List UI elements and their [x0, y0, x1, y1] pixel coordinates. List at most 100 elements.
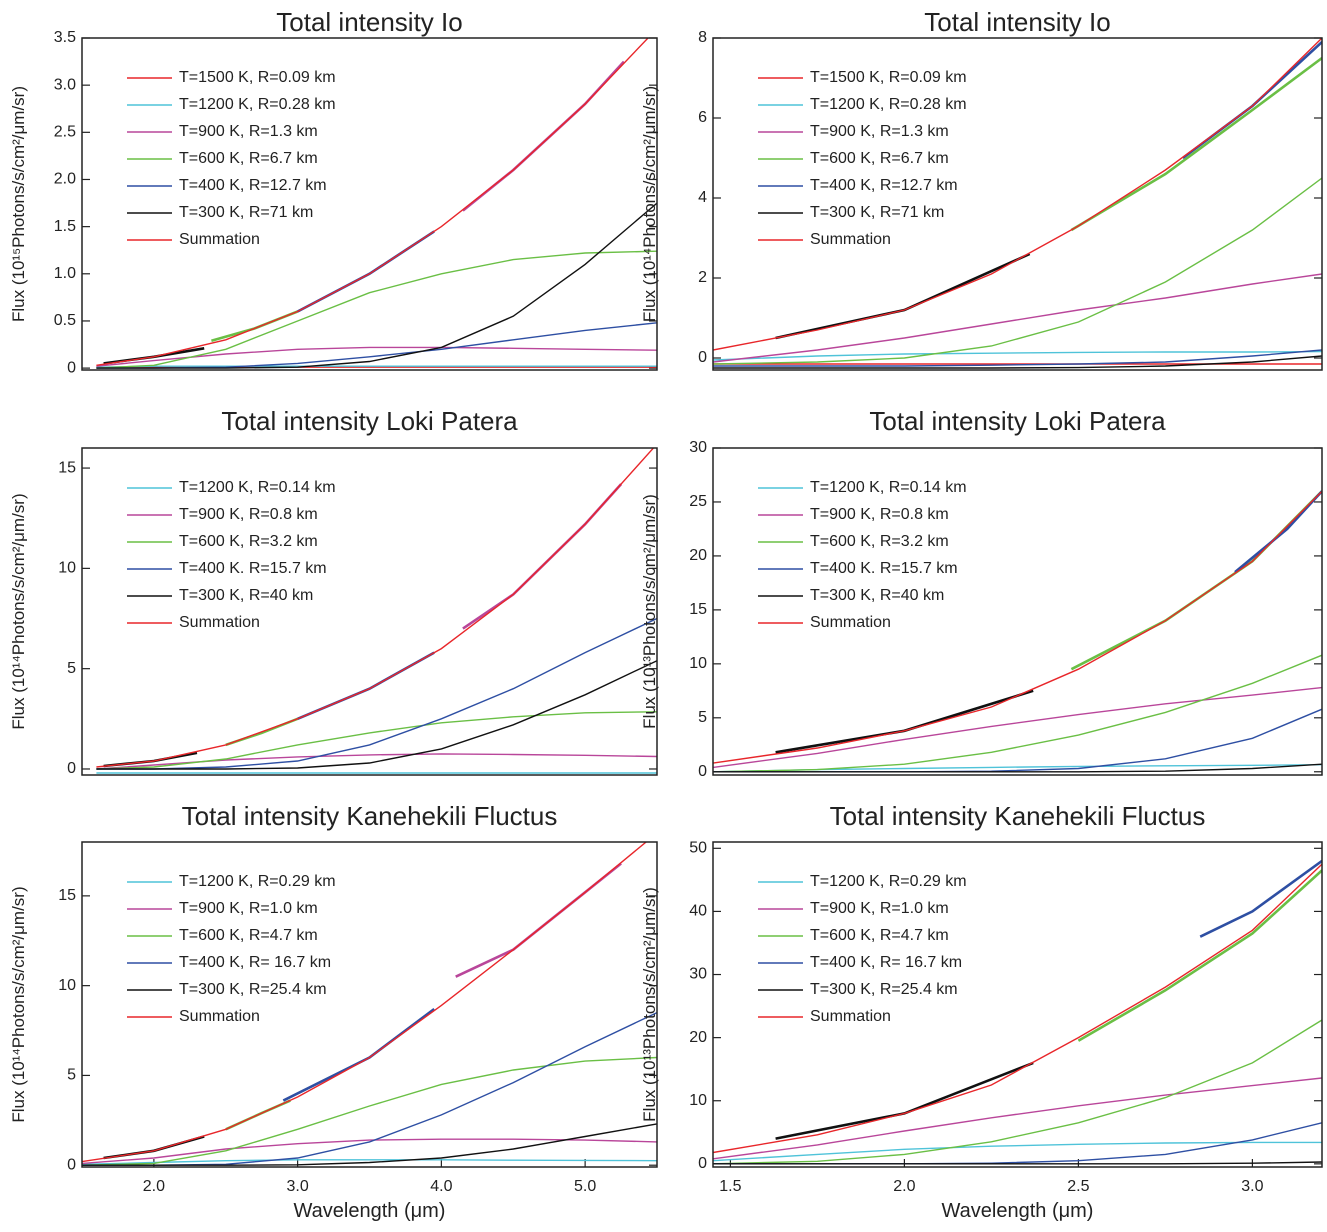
legend-label: T=900 K, R=1.3 km [810, 123, 949, 140]
x-axis-label: Wavelength (μm) [942, 1200, 1094, 1222]
y-tick-label: 15 [689, 601, 707, 618]
observed-spectrum [1199, 859, 1322, 938]
panel-title: Total intensity Io [924, 7, 1110, 37]
y-tick-label: 25 [689, 493, 707, 510]
y-tick-label: 3.0 [54, 76, 76, 93]
model-curve [713, 177, 1322, 365]
observed-spectrum [282, 1007, 435, 1102]
model-curve [713, 1161, 1322, 1165]
observed-spectrum [462, 60, 625, 212]
y-tick-label: 10 [58, 560, 76, 577]
panel: Total intensity Kanehekili Fluctus Flux (… [640, 801, 1323, 1222]
panel: Total intensity Kanehekili Fluctus Flux (… [9, 801, 658, 1222]
y-tick-label: 6 [698, 109, 707, 126]
y-tick-label: 0.5 [54, 312, 76, 329]
legend-label: T=600 K, R=4.7 km [179, 927, 318, 944]
legend-label: T=400 K, R= 16.7 km [179, 954, 331, 971]
model-curve [96, 617, 657, 770]
observed-spectrum [775, 1061, 1034, 1140]
observed-spectrum [775, 689, 1034, 754]
model-curve [96, 322, 657, 369]
legend-label: T=400 K, R=12.7 km [810, 177, 958, 194]
panel: Total intensity Io Flux (10¹⁴Photons/s/cm… [640, 7, 1323, 371]
y-tick-label: 15 [58, 459, 76, 476]
legend-label: T=300 K, R=40 km [179, 587, 313, 604]
y-tick-label: 10 [58, 977, 76, 994]
model-curve [713, 763, 1322, 773]
y-tick-label: 1.0 [54, 265, 76, 282]
legend-label: T=600 K, R=6.7 km [810, 150, 949, 167]
model-curve [713, 863, 1322, 1154]
model-curve [713, 764, 1322, 773]
observed-spectrum [297, 651, 435, 720]
panel-title: Total intensity Loki Patera [221, 406, 518, 436]
x-tick-label: 2.0 [143, 1178, 165, 1195]
model-curve [713, 355, 1322, 369]
plot-frame [81, 447, 658, 776]
model-curve [96, 660, 657, 770]
x-tick-label: 2.0 [893, 1178, 915, 1195]
model-curve [96, 346, 657, 367]
y-tick-label: 15 [58, 887, 76, 904]
plot-frame [81, 841, 658, 1168]
observed-spectrum [462, 483, 623, 630]
plot-lines [713, 859, 1322, 1165]
legend-label: T=600 K, R=4.7 km [810, 927, 949, 944]
legend-label: T=400 K, R= 16.7 km [810, 954, 962, 971]
plot-lines [713, 490, 1322, 773]
plot-lines [82, 842, 657, 1166]
y-tick-label: 40 [689, 903, 707, 920]
model-curve [713, 350, 1322, 361]
panel: Total intensity Io Flux (10¹⁵Photons/s/cm… [9, 7, 658, 376]
model-curve [713, 349, 1322, 367]
legend-label: T=1200 K, R=0.29 km [179, 873, 336, 890]
y-tick-label: 8 [698, 29, 707, 46]
y-tick-label: 0 [698, 1155, 707, 1172]
legend-label: T=900 K, R=0.8 km [179, 506, 318, 523]
x-tick-label: 3.0 [1241, 1178, 1263, 1195]
legend-label: Summation [179, 614, 260, 631]
plot-frame [712, 447, 1323, 776]
y-tick-label: 5 [67, 1067, 76, 1084]
legend-label: Summation [810, 231, 891, 248]
legend-label: T=900 K, R=1.0 km [810, 900, 949, 917]
model-curve [713, 1122, 1322, 1165]
x-tick-label: 5.0 [574, 1178, 596, 1195]
model-curve [713, 1077, 1322, 1160]
model-curve [713, 654, 1322, 773]
legend-label: Summation [179, 1008, 260, 1025]
legend-label: Summation [810, 614, 891, 631]
y-tick-label: 0 [67, 359, 76, 376]
y-tick-label: 30 [689, 966, 707, 983]
y-tick-label: 4 [698, 189, 707, 206]
legend-label: T=900 K, R=0.8 km [810, 506, 949, 523]
legend-label: T=300 K, R=71 km [810, 204, 944, 221]
panel: Total intensity Loki Patera Flux (10¹⁴Pho… [9, 406, 658, 777]
x-tick-label: 2.5 [1067, 1178, 1089, 1195]
panel: Total intensity Loki Patera Flux (10¹³Pho… [640, 406, 1323, 780]
legend-label: Summation [179, 231, 260, 248]
x-tick-label: 4.0 [430, 1178, 452, 1195]
y-tick-label: 0 [67, 1156, 76, 1173]
x-tick-label: 1.5 [719, 1178, 741, 1195]
y-tick-label: 10 [689, 655, 707, 672]
legend-label: T=400 K. R=15.7 km [810, 560, 958, 577]
model-curve [713, 686, 1322, 769]
x-tick-label: 3.0 [287, 1178, 309, 1195]
panel-title: Total intensity Io [276, 7, 462, 37]
model-curve [82, 1056, 657, 1166]
model-curve [82, 1011, 657, 1166]
legend-label: T=300 K, R=25.4 km [179, 981, 327, 998]
panel-title: Total intensity Kanehekili Fluctus [182, 801, 558, 831]
model-curve [82, 1138, 657, 1165]
legend-label: T=400 K, R=12.7 km [179, 177, 327, 194]
y-tick-label: 0 [67, 760, 76, 777]
model-curve [713, 1141, 1322, 1162]
observed-spectrum [455, 862, 622, 978]
y-tick-label: 2 [698, 269, 707, 286]
legend-label: T=1500 K, R=0.09 km [179, 69, 336, 86]
model-curve [713, 490, 1322, 764]
y-axis-label: Flux (10¹³Photons/s/cm²/μm/sr) [640, 494, 659, 729]
plot-lines [713, 38, 1322, 369]
